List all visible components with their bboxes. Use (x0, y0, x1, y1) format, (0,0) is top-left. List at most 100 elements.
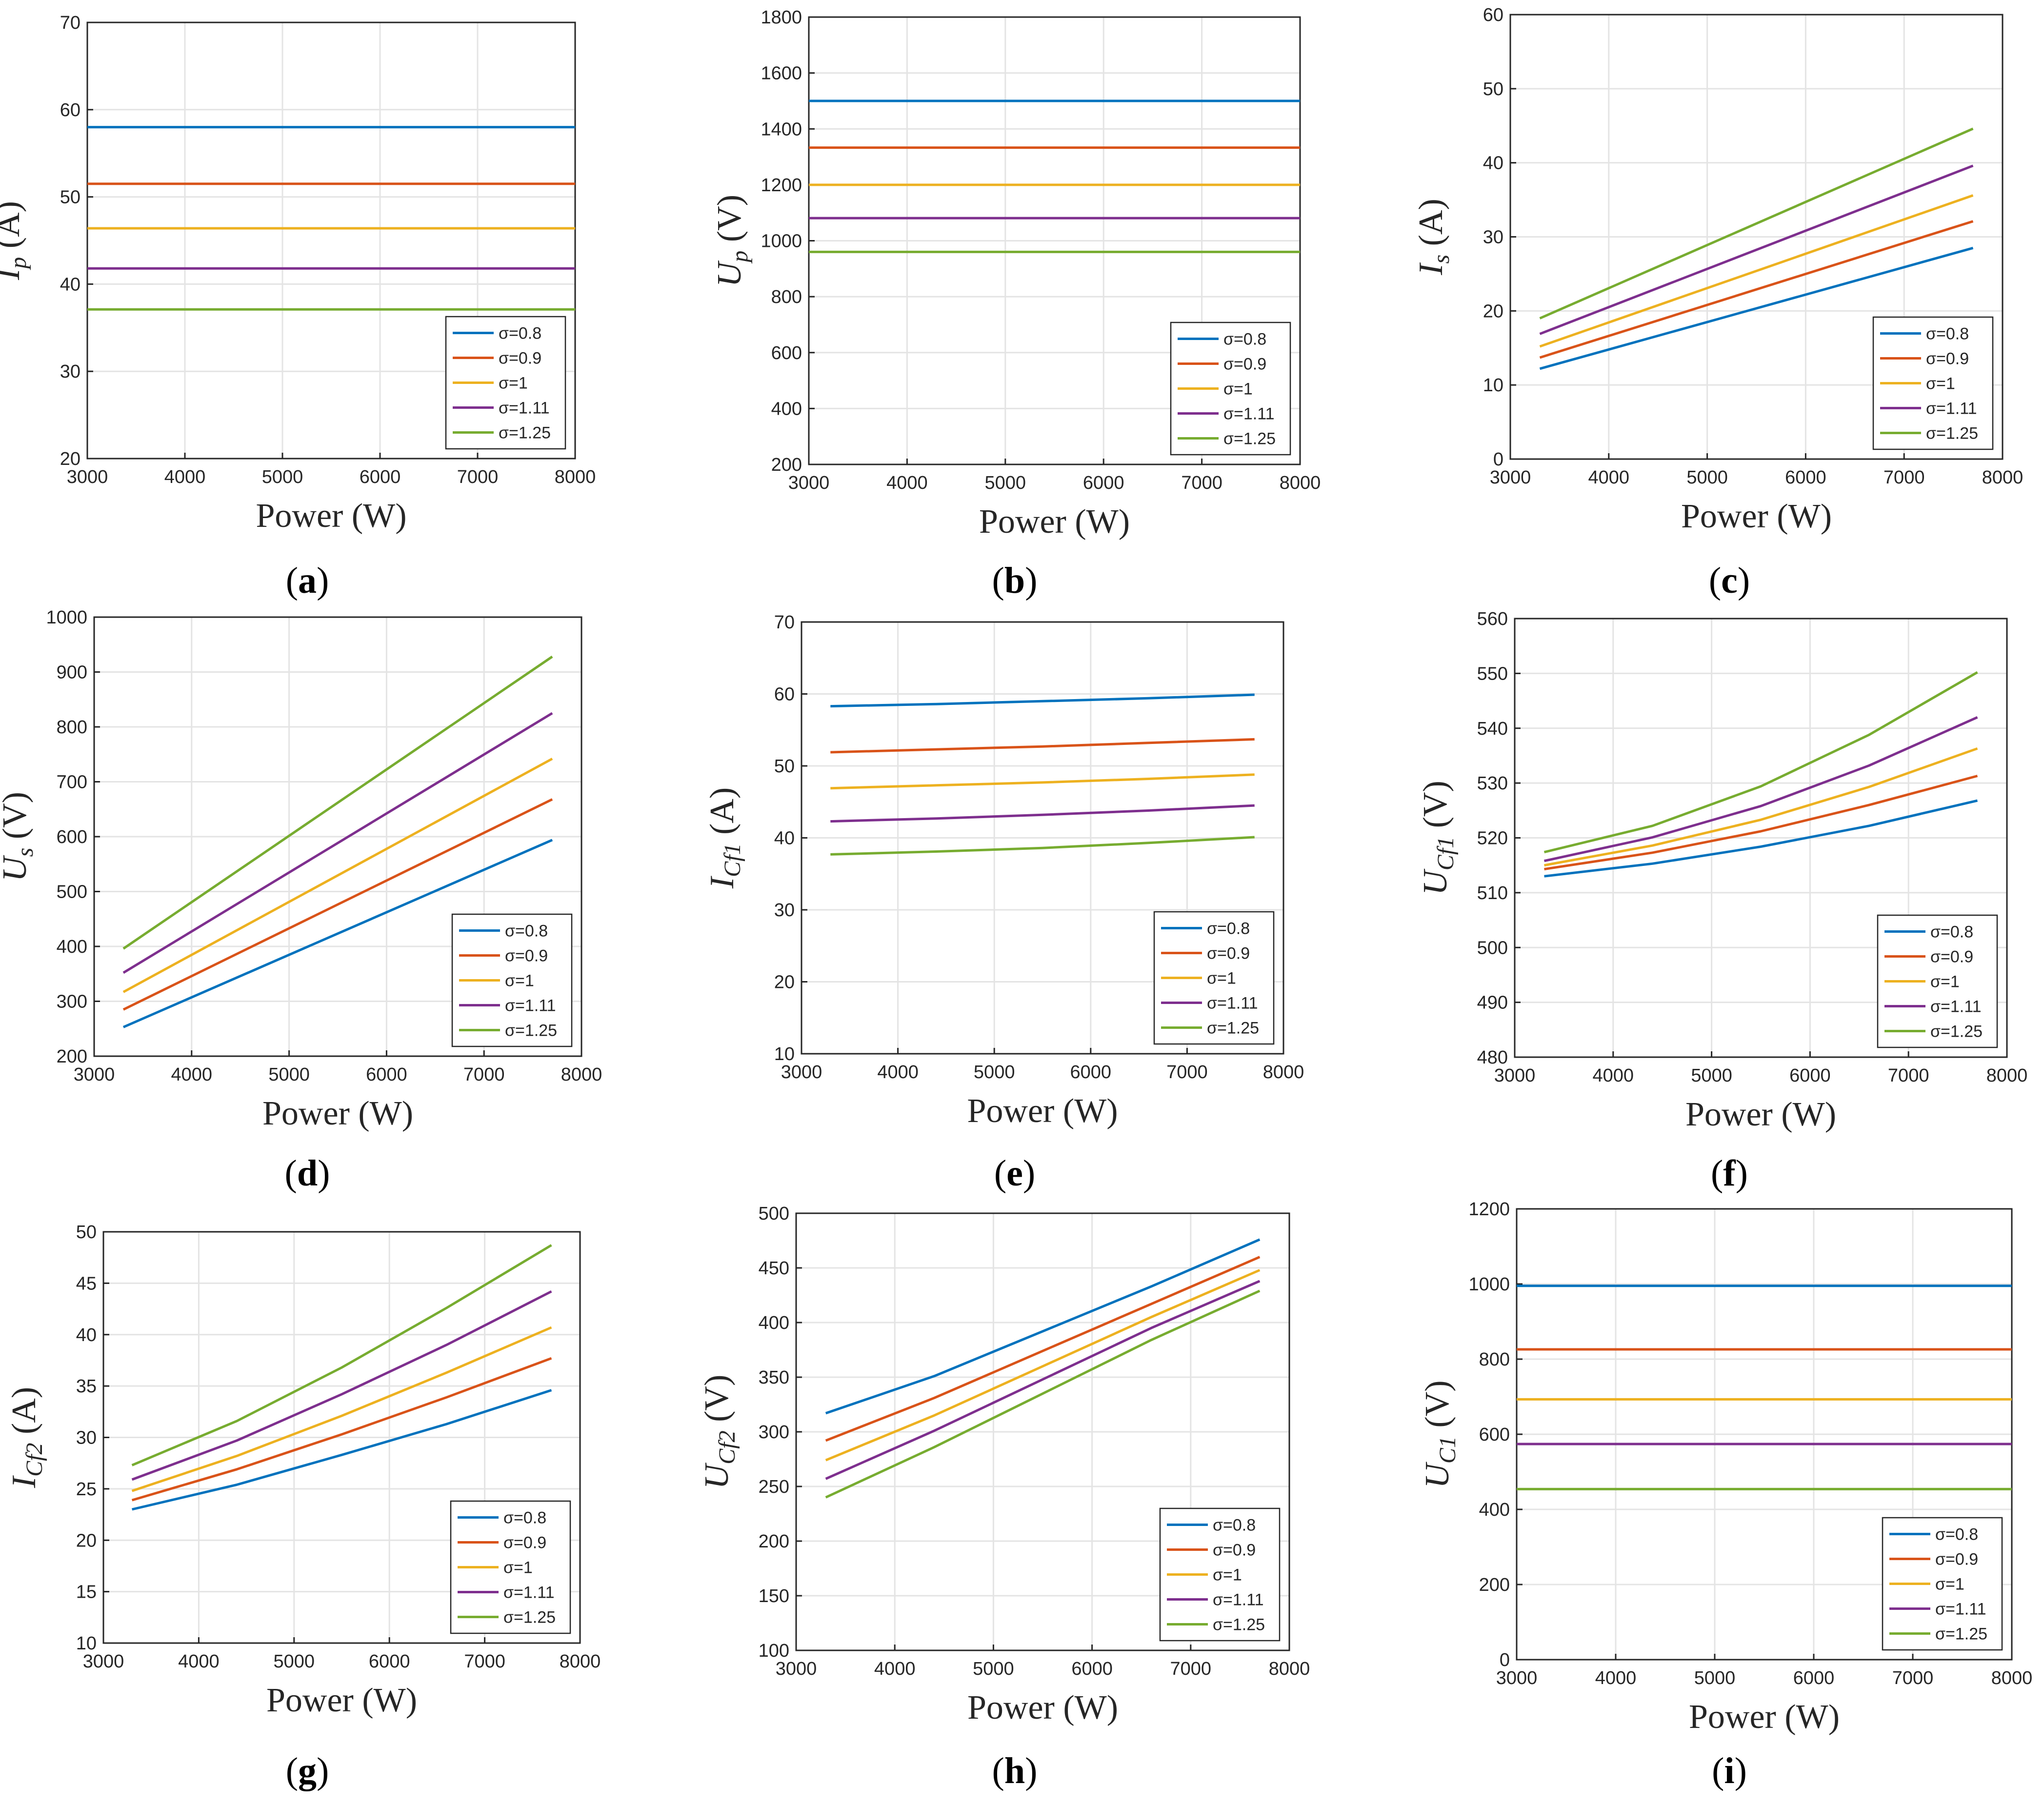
x-axis-label: Power (W) (979, 503, 1130, 541)
y-tick-label: 0 (1500, 1650, 1510, 1670)
y-tick-label: 30 (60, 361, 80, 382)
x-tick-label: 6000 (1071, 1659, 1113, 1679)
x-tick-label: 6000 (1070, 1062, 1112, 1083)
y-tick-label: 400 (759, 1313, 789, 1333)
legend-label: σ=1.11 (1213, 1591, 1264, 1609)
x-tick-label: 4000 (1588, 467, 1630, 488)
y-tick-label: 25 (76, 1479, 97, 1500)
x-tick-label: 6000 (360, 467, 401, 487)
y-axis-label: UC1 (V) (1419, 1380, 1461, 1488)
y-tick-label: 60 (774, 684, 795, 705)
y-tick-label: 40 (60, 274, 80, 295)
legend-label: σ=1 (1935, 1575, 1964, 1594)
y-axis-unit: (V) (711, 195, 748, 251)
x-tick-label: 3000 (776, 1659, 817, 1679)
y-axis-symbol: I (5, 1475, 43, 1488)
y-tick-label: 510 (1477, 883, 1508, 903)
series-line-2 (131, 1357, 552, 1502)
x-tick-label: 8000 (560, 1651, 601, 1672)
y-tick-label: 20 (774, 972, 795, 993)
y-tick-label: 70 (774, 612, 795, 633)
y-axis-label: Up (V) (711, 195, 753, 287)
series-line-1 (1539, 246, 1974, 370)
panel-caption: (c) (1709, 560, 1750, 601)
y-axis-symbol: I (703, 875, 741, 889)
y-tick-label: 1600 (761, 63, 802, 84)
y-tick-label: 450 (759, 1258, 789, 1279)
series-line-5 (1539, 127, 1974, 320)
y-tick-label: 50 (76, 1222, 97, 1243)
legend: σ=0.8 σ=0.9 σ=1 σ=1.11 σ=1.25 (1159, 1507, 1281, 1642)
y-tick-label: 530 (1477, 773, 1508, 794)
legend-label: σ=0.8 (1926, 325, 1969, 343)
series-line-1 (830, 693, 1255, 708)
y-tick-label: 10 (774, 1044, 795, 1064)
legend-label: σ=1.25 (1207, 1019, 1259, 1038)
y-tick-label: 1000 (1468, 1274, 1510, 1295)
y-tick-label: 200 (771, 455, 802, 475)
x-tick-label: 3000 (781, 1062, 822, 1083)
y-tick-label: 15 (76, 1582, 97, 1603)
y-tick-label: 200 (57, 1046, 87, 1067)
x-tick-label: 4000 (874, 1659, 916, 1679)
x-tick-label: 8000 (1991, 1668, 2033, 1688)
x-tick-label: 7000 (457, 467, 499, 487)
panel-caption: (e) (994, 1153, 1035, 1194)
panel-caption: (g) (286, 1750, 329, 1791)
series-line-1 (1544, 799, 1978, 878)
y-axis-unit: (A) (5, 1387, 43, 1443)
y-axis-subscript: p (727, 251, 753, 264)
chart-a: 3000 4000 5000 6000 7000 8000 20 30 40 50 60 70 σ=0.… (0, 13, 596, 601)
chart-f: 3000 4000 5000 6000 7000 8000 480 490 500 510 520 5… (1417, 609, 2027, 1194)
x-tick-label: 5000 (974, 1062, 1015, 1083)
y-tick-label: 70 (60, 13, 80, 33)
series-line-3 (825, 1269, 1261, 1462)
legend-label: σ=0.9 (1213, 1541, 1256, 1560)
y-axis-subscript: Cf1 (720, 843, 745, 877)
y-tick-label: 800 (57, 717, 87, 738)
x-tick-label: 8000 (1982, 467, 2024, 488)
panel-caption: (i) (1712, 1750, 1747, 1791)
y-tick-label: 0 (1493, 449, 1503, 470)
y-tick-label: 30 (774, 900, 795, 921)
legend: σ=0.8 σ=0.9 σ=1 σ=1.11 σ=1.25 (451, 913, 573, 1047)
legend-label: σ=1.11 (1207, 994, 1258, 1013)
x-tick-label: 6000 (366, 1064, 407, 1085)
chart-d: 3000 4000 5000 6000 7000 8000 200 300 400 500 600 7… (0, 607, 602, 1194)
x-tick-label: 3000 (83, 1651, 124, 1672)
series-line-5 (122, 655, 553, 950)
x-tick-label: 7000 (1884, 467, 1925, 488)
x-tick-label: 8000 (1269, 1659, 1310, 1679)
legend-label: σ=0.8 (1935, 1525, 1978, 1544)
y-axis-unit: (V) (698, 1375, 736, 1431)
legend-label: σ=1.11 (505, 997, 556, 1015)
series-line-3 (830, 773, 1255, 790)
y-tick-label: 60 (1483, 5, 1503, 25)
series-line-4 (122, 712, 553, 974)
y-tick-label: 800 (1479, 1349, 1510, 1370)
legend: σ=0.8 σ=0.9 σ=1 σ=1.11 σ=1.25 (1877, 914, 1998, 1048)
y-axis-unit: (V) (0, 792, 34, 848)
series-line-1 (132, 1389, 552, 1511)
series-line-4 (1543, 716, 1978, 863)
x-tick-label: 3000 (788, 473, 830, 493)
y-axis-label: ICf1 (A) (703, 787, 745, 889)
chart-b: 3000 4000 5000 6000 7000 8000 200 400 600 800 1000… (711, 7, 1321, 601)
x-tick-label: 8000 (1280, 473, 1321, 493)
series-line-1 (825, 1238, 1261, 1415)
y-tick-label: 500 (57, 882, 87, 903)
y-axis-unit: (A) (0, 201, 27, 257)
legend: σ=0.8 σ=0.9 σ=1 σ=1.11 σ=1.25 (1153, 911, 1275, 1045)
legend-label: σ=1 (1223, 380, 1253, 399)
y-tick-label: 600 (771, 343, 802, 363)
y-axis-symbol: U (711, 260, 748, 287)
x-tick-label: 8000 (561, 1064, 602, 1085)
x-tick-label: 6000 (369, 1651, 410, 1672)
y-tick-label: 520 (1477, 828, 1508, 849)
x-tick-label: 4000 (1593, 1065, 1634, 1086)
panel-caption: (b) (992, 560, 1038, 601)
series-line-2 (1544, 775, 1978, 871)
x-tick-label: 5000 (268, 1064, 310, 1085)
x-tick-label: 5000 (1691, 1065, 1732, 1086)
